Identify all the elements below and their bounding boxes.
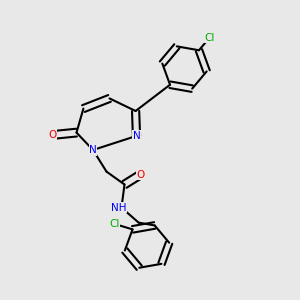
Text: O: O	[136, 169, 145, 180]
Text: Cl: Cl	[204, 33, 215, 43]
Text: NH: NH	[111, 202, 126, 213]
Text: O: O	[48, 130, 57, 140]
Text: N: N	[89, 145, 97, 155]
Text: N: N	[133, 131, 140, 141]
Text: Cl: Cl	[109, 219, 120, 229]
